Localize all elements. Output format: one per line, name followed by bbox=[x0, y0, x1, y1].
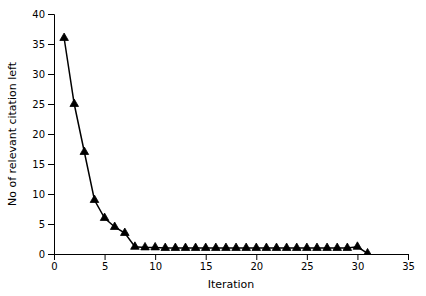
axis-line bbox=[55, 255, 409, 261]
marker bbox=[222, 243, 231, 250]
tick-mark bbox=[256, 254, 257, 260]
marker bbox=[303, 243, 312, 250]
marker bbox=[131, 242, 140, 249]
tick: 40 bbox=[32, 9, 54, 20]
tick-label: 30 bbox=[352, 261, 365, 272]
marker bbox=[201, 243, 210, 250]
marker bbox=[343, 243, 352, 250]
tick: 15 bbox=[200, 254, 213, 272]
tick-label: 40 bbox=[32, 9, 45, 20]
tick: 15 bbox=[32, 159, 54, 170]
tick-mark bbox=[48, 134, 54, 135]
marker bbox=[232, 243, 241, 250]
tick-label: 10 bbox=[149, 261, 162, 272]
tick-label: 5 bbox=[39, 219, 45, 230]
tick: 0 bbox=[51, 254, 57, 272]
tick: 35 bbox=[402, 254, 415, 272]
tick-mark bbox=[408, 254, 409, 260]
marker bbox=[121, 228, 130, 235]
tick: 35 bbox=[32, 39, 54, 50]
tick-label: 10 bbox=[32, 189, 45, 200]
tick-mark bbox=[357, 254, 358, 260]
tick-mark bbox=[48, 14, 54, 15]
marker bbox=[292, 243, 301, 250]
tick-mark bbox=[307, 254, 308, 260]
tick-mark bbox=[48, 74, 54, 75]
marker bbox=[191, 243, 200, 250]
tick: 20 bbox=[250, 254, 263, 272]
marker bbox=[90, 195, 99, 202]
marker bbox=[80, 147, 89, 154]
marker bbox=[161, 243, 170, 250]
tick-label: 5 bbox=[102, 261, 108, 272]
marker bbox=[272, 243, 281, 250]
marker bbox=[151, 242, 160, 249]
tick: 5 bbox=[39, 219, 54, 230]
y-axis: 0 5 10 15 20 25 30 35 40 bbox=[32, 9, 54, 260]
tick-label: 20 bbox=[250, 261, 263, 272]
tick-label: 0 bbox=[51, 261, 57, 272]
marker bbox=[242, 243, 251, 250]
axis-line bbox=[48, 15, 55, 255]
tick: 30 bbox=[32, 69, 54, 80]
marker bbox=[323, 243, 332, 250]
tick: 30 bbox=[352, 254, 365, 272]
marker bbox=[353, 242, 362, 249]
tick: 0 bbox=[39, 249, 54, 260]
tick-mark bbox=[48, 44, 54, 45]
line bbox=[64, 38, 367, 253]
tick: 20 bbox=[32, 129, 54, 140]
tick-mark bbox=[48, 164, 54, 165]
tick: 25 bbox=[32, 99, 54, 110]
marker bbox=[282, 243, 291, 250]
tick-mark bbox=[48, 104, 54, 105]
tick-mark bbox=[48, 224, 54, 225]
series bbox=[60, 33, 372, 254]
tick-label: 25 bbox=[301, 261, 314, 272]
marker bbox=[110, 222, 119, 229]
tick: 10 bbox=[149, 254, 162, 272]
marker bbox=[262, 243, 271, 250]
marker bbox=[333, 243, 342, 250]
marker bbox=[252, 243, 261, 250]
tick-label: 35 bbox=[402, 261, 415, 272]
marker bbox=[171, 243, 180, 250]
tick-label: 15 bbox=[200, 261, 213, 272]
chart: 0 5 10 15 20 25 30 35 0 5 10 15 20 25 30 35 40 Iteration N… bbox=[0, 0, 426, 296]
tick-mark bbox=[206, 254, 207, 260]
marker bbox=[363, 248, 372, 254]
x-axis-title: Iteration bbox=[208, 278, 255, 291]
tick: 10 bbox=[32, 189, 54, 200]
tick-mark bbox=[105, 254, 106, 260]
marker bbox=[141, 242, 150, 249]
tick-label: 0 bbox=[39, 249, 45, 260]
tick-label: 30 bbox=[32, 69, 45, 80]
tick-label: 20 bbox=[32, 129, 45, 140]
tick-mark bbox=[48, 254, 54, 255]
marker bbox=[313, 243, 322, 250]
marker bbox=[100, 213, 109, 220]
tick: 25 bbox=[301, 254, 314, 272]
marker bbox=[181, 243, 190, 250]
x-axis: 0 5 10 15 20 25 30 35 bbox=[51, 254, 415, 272]
tick-label: 35 bbox=[32, 39, 45, 50]
marker bbox=[212, 243, 221, 250]
marker bbox=[60, 33, 69, 40]
tick-mark bbox=[155, 254, 156, 260]
tick-label: 15 bbox=[32, 159, 45, 170]
tick-mark bbox=[48, 194, 54, 195]
tick-label: 25 bbox=[32, 99, 45, 110]
y-axis-title: No of relevant citation left bbox=[6, 61, 19, 206]
tick: 5 bbox=[102, 254, 108, 272]
plot: 0 5 10 15 20 25 30 35 0 5 10 15 20 25 30 35 40 Iteration N… bbox=[6, 9, 415, 291]
marker bbox=[70, 99, 79, 106]
